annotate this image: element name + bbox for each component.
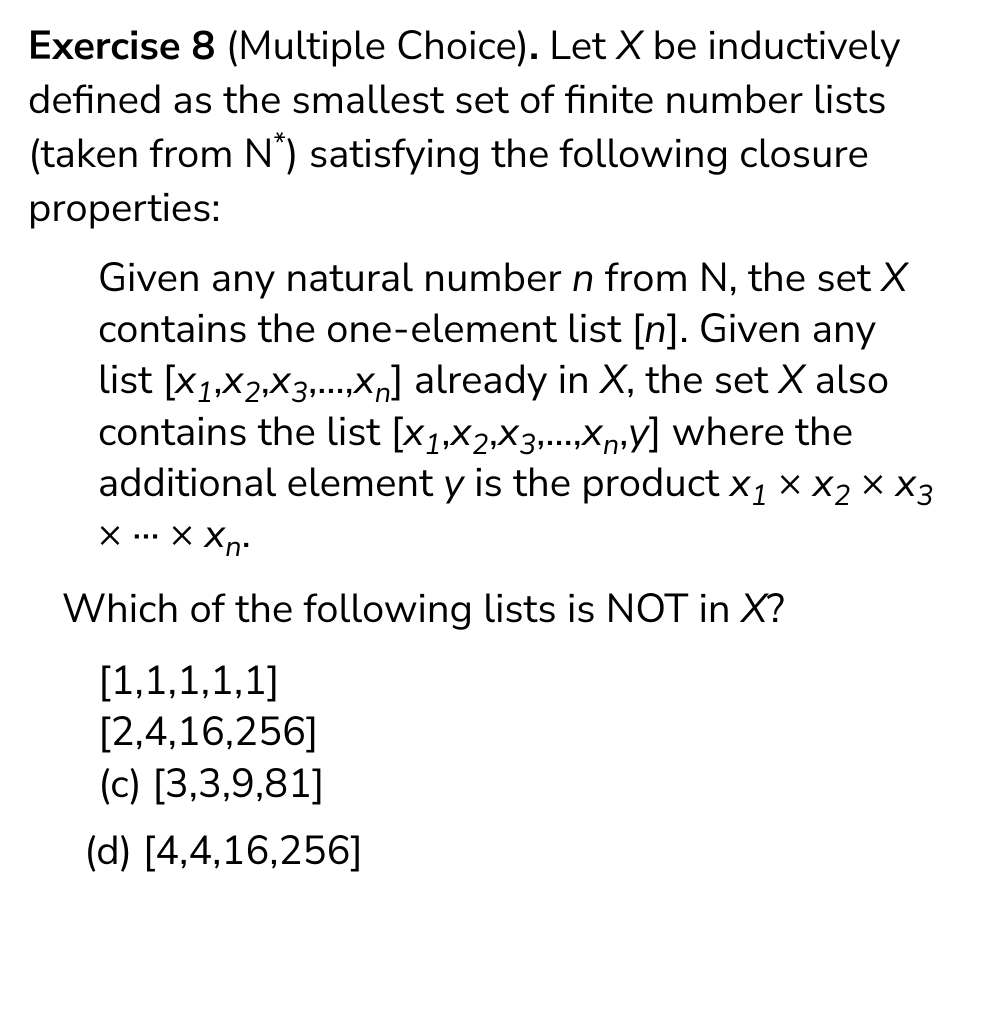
rule1-v1: n	[572, 252, 595, 306]
exercise-subtitle: (Multiple Choice).	[226, 20, 539, 74]
intro-sup: *	[273, 125, 286, 163]
intro-var-x: X	[616, 20, 642, 74]
exercise-intro: Exercise 8 (Multiple Choice). Let X be i…	[28, 20, 956, 236]
question-text: Which of the following lists is NOT in X…	[62, 583, 956, 637]
options-block: [1,1,1,1,1] [2,4,16,256] (c) [3,3,9,81]	[98, 657, 956, 811]
question-var: X	[741, 583, 767, 637]
option-b: [2,4,16,256]	[98, 708, 956, 759]
rule1-p4: ].	[667, 303, 689, 357]
rule1-v2: X	[881, 252, 907, 306]
exercise-label: Exercise 8	[28, 20, 215, 74]
option-d: (d) [4,4,16,256]	[84, 825, 956, 879]
option-c: (c) [3,3,9,81]	[98, 760, 956, 811]
option-a: [1,1,1,1,1]	[98, 657, 956, 708]
rule2-p3: , the set	[626, 354, 778, 408]
rule1-p2: from N, the set	[595, 252, 882, 306]
rule2-list2: x1,x2,x3,...,xn,y	[403, 406, 649, 460]
question-p1: Which of the following lists is NOT in	[62, 583, 741, 637]
rule1-v3: n	[644, 303, 667, 357]
question-p2: ?	[767, 583, 785, 637]
rule2-v3: y	[443, 457, 464, 511]
rule2-p7: .	[242, 508, 251, 562]
rule2-v1: X	[600, 354, 626, 408]
rule1-p1: Given any natural number	[98, 252, 572, 306]
intro-text-1: Let	[549, 20, 616, 74]
rule2-v2: X	[778, 354, 804, 408]
rule1-p3: contains the one-element list [	[98, 303, 644, 357]
rule2-p2: ] already in	[391, 354, 600, 408]
rule2-list1: x1,x2,x3,...,xn	[175, 354, 391, 408]
rule2-p6: is the product	[464, 457, 730, 511]
rules-block: Given any natural number n from N, the s…	[98, 254, 936, 561]
